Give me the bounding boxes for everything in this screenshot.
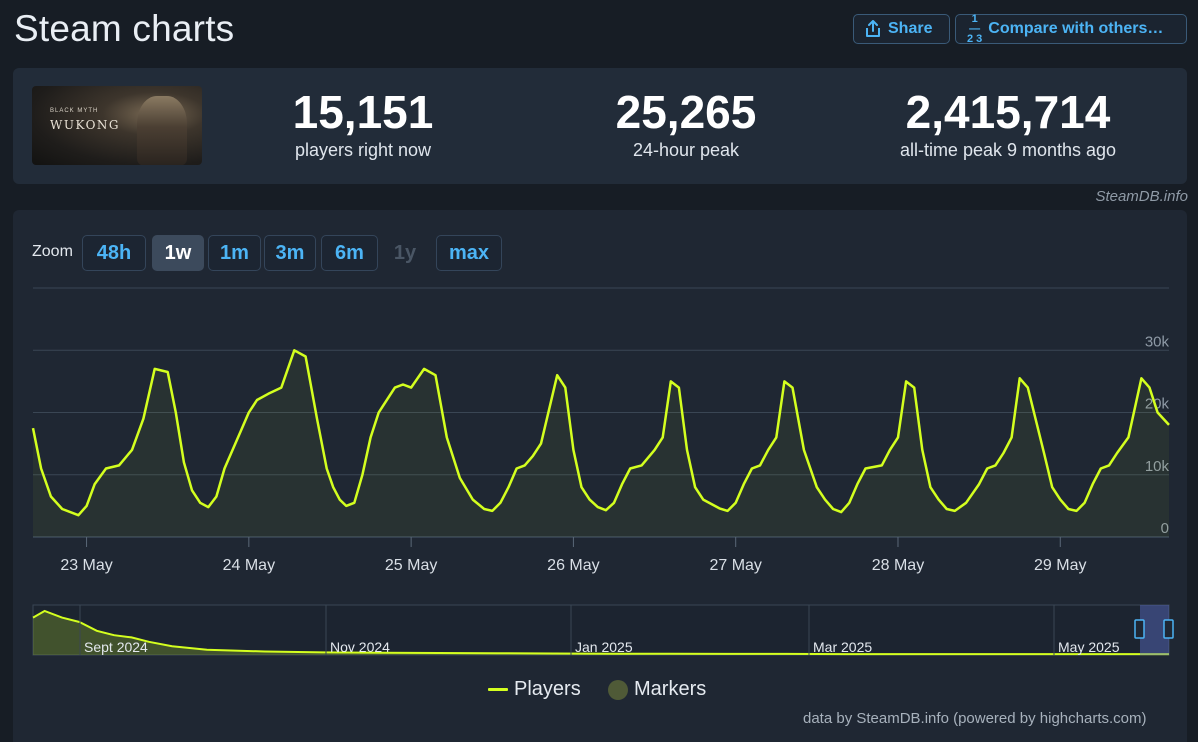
x-tick-label: 26 May bbox=[547, 557, 599, 574]
legend-dot-icon bbox=[608, 679, 628, 700]
stat-label: 24-hour peak bbox=[632, 140, 740, 160]
stats-panel: BLACK MYTH WUKONG 15,151 players right n… bbox=[13, 68, 1187, 184]
stat-label: all-time peak 9 months ago bbox=[899, 140, 1117, 160]
navigator-label: Sept 2024 bbox=[84, 639, 148, 655]
x-tick-label: 29 May bbox=[1034, 557, 1086, 574]
navigator-handle-right[interactable] bbox=[1163, 619, 1174, 639]
y-tick-label: 10k bbox=[1145, 458, 1170, 475]
x-tick-label: 23 May bbox=[60, 557, 112, 574]
game-thumbnail[interactable]: BLACK MYTH WUKONG bbox=[32, 86, 202, 165]
stat-24h-peak: 25,265 24-hour peak bbox=[586, 88, 786, 161]
players-line bbox=[31, 349, 1170, 517]
player-chart: 0 10k 20k 30k 23 May 24 May 25 May 26 May 27 Ma… bbox=[31, 287, 1174, 656]
zoom-button-6m[interactable]: 6m bbox=[321, 235, 378, 271]
x-tick-label: 27 May bbox=[709, 557, 761, 574]
y-tick-label: 0 bbox=[1161, 520, 1169, 537]
game-logo-small: BLACK MYTH bbox=[50, 108, 99, 114]
legend-players-label: Players bbox=[514, 678, 581, 700]
legend-players[interactable]: Players bbox=[488, 678, 581, 701]
share-icon bbox=[866, 20, 880, 37]
x-tick-label: 24 May bbox=[223, 557, 275, 574]
navigator-label: May 2025 bbox=[1058, 639, 1120, 655]
game-logo: WUKONG bbox=[50, 118, 121, 132]
navigator-label: Nov 2024 bbox=[330, 639, 390, 655]
navigator-line bbox=[32, 609, 1169, 656]
players-area bbox=[33, 350, 1169, 537]
x-tick-label: 25 May bbox=[385, 557, 437, 574]
legend-markers[interactable]: Markers bbox=[608, 678, 706, 701]
compare-button[interactable]: 1—2 3 Compare with others… bbox=[955, 13, 1187, 45]
zoom-button-1m[interactable]: 1m bbox=[208, 235, 261, 271]
navigator-label: Mar 2025 bbox=[813, 639, 872, 655]
zoom-button-1y: 1y bbox=[393, 241, 417, 264]
stat-current-players: 15,151 players right now bbox=[263, 88, 463, 161]
zoom-button-3m[interactable]: 3m bbox=[264, 235, 316, 271]
attribution-link[interactable]: SteamDB.info bbox=[1095, 188, 1188, 205]
compare-label: Compare with others… bbox=[988, 20, 1164, 37]
stat-value: 2,415,714 bbox=[905, 86, 1111, 138]
stat-value: 25,265 bbox=[615, 86, 757, 138]
x-tick-label: 28 May bbox=[872, 557, 924, 574]
navigator-handle-left[interactable] bbox=[1134, 619, 1145, 639]
legend-markers-label: Markers bbox=[634, 678, 707, 700]
credits-link[interactable]: data by SteamDB.info (powered by highcha… bbox=[803, 710, 1147, 727]
y-tick-label: 20k bbox=[1145, 396, 1170, 413]
zoom-label: Zoom bbox=[32, 243, 73, 260]
share-label: Share bbox=[888, 20, 933, 37]
stat-all-time-peak: 2,415,714 all-time peak 9 months ago bbox=[873, 88, 1143, 161]
stat-value: 15,151 bbox=[292, 86, 434, 138]
page-title: Steam charts bbox=[14, 8, 235, 49]
compare-icon: 1—2 3 bbox=[967, 13, 983, 45]
game-artwork-figure bbox=[137, 96, 187, 165]
zoom-button-max[interactable]: max bbox=[436, 235, 502, 271]
navigator-area bbox=[33, 611, 1169, 655]
y-tick-label: 30k bbox=[1145, 333, 1170, 350]
legend-line-icon bbox=[488, 688, 508, 691]
stat-label: players right now bbox=[294, 140, 432, 160]
zoom-button-1w[interactable]: 1w bbox=[152, 235, 204, 271]
share-button[interactable]: Share bbox=[853, 14, 950, 44]
navigator-label: Jan 2025 bbox=[575, 639, 633, 655]
zoom-button-48h[interactable]: 48h bbox=[82, 235, 146, 271]
